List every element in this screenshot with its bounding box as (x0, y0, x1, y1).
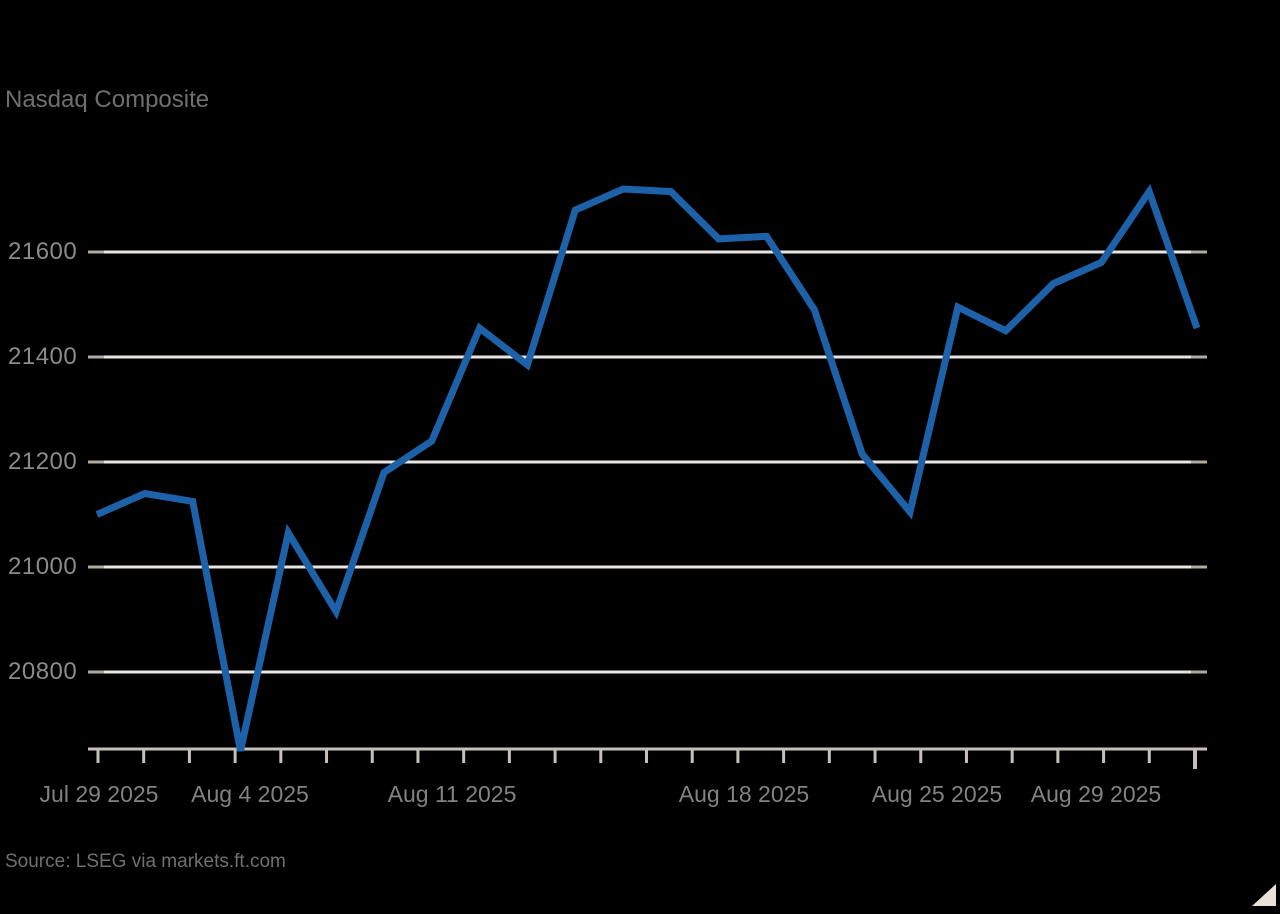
x-axis-tick (645, 749, 648, 763)
x-axis-tick (1010, 749, 1014, 763)
x-axis-tick (462, 749, 466, 763)
x-axis-tick (507, 749, 511, 763)
x-axis-tick (1193, 749, 1197, 769)
x-axis-tick (690, 749, 694, 763)
y-axis-tick-label: 21600 (8, 238, 78, 265)
gridline (104, 670, 1191, 674)
x-axis-tick (873, 749, 877, 763)
x-axis-tick-label: Jul 29 2025 (39, 781, 159, 807)
x-axis-tick (233, 749, 237, 763)
gridline (104, 565, 1191, 569)
x-axis-tick (599, 749, 603, 763)
x-axis-tick-label: Aug 11 2025 (387, 781, 517, 807)
x-axis-tick-label: Aug 29 2025 (1030, 781, 1162, 807)
x-axis-tick-label: Aug 18 2025 (678, 781, 810, 807)
x-axis-tick (370, 749, 374, 763)
y-axis-tick-label: 20800 (8, 658, 78, 685)
x-axis-tick (279, 749, 283, 763)
source-attribution: Source: LSEG via markets.ft.com (5, 851, 286, 872)
x-axis-tick (416, 749, 420, 763)
x-axis-tick (736, 749, 740, 763)
gridline (104, 355, 1191, 359)
price-line-series (95, 183, 1201, 752)
gridline (104, 250, 1191, 254)
y-axis-tick-label: 21400 (8, 343, 78, 370)
resize-handle-icon[interactable] (1252, 884, 1276, 906)
x-axis-tick (142, 749, 146, 763)
x-axis-tick (96, 749, 100, 763)
y-axis-tick-label: 21200 (8, 448, 78, 475)
x-axis-tick (325, 749, 329, 763)
x-axis-tick (1147, 749, 1151, 763)
x-axis-tick (919, 749, 923, 763)
x-axis-tick (964, 749, 968, 763)
y-axis-tick-label: 21000 (8, 553, 78, 580)
chart-subtitle: Nasdaq Composite (5, 86, 210, 113)
x-axis-tick (782, 749, 786, 763)
x-axis-tick (1102, 749, 1106, 763)
x-axis-tick (1056, 749, 1060, 763)
x-axis-tick (187, 749, 191, 763)
x-axis-tick (553, 749, 557, 763)
gridline (104, 460, 1191, 464)
x-axis-tick-label: Aug 4 2025 (191, 781, 309, 807)
x-axis-tick-label: Aug 25 2025 (871, 781, 1003, 807)
x-axis-tick (827, 749, 831, 763)
